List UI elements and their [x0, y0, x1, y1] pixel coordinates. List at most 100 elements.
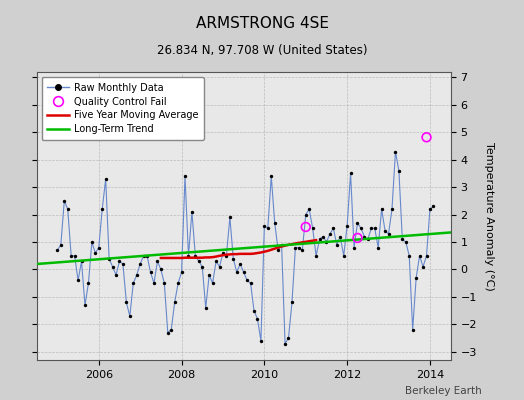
Point: [129, 280, 137, 286]
Point: [353, 235, 362, 241]
Point: [315, 236, 324, 242]
Point: [257, 338, 265, 344]
Point: [429, 203, 438, 210]
Point: [322, 239, 331, 245]
Point: [219, 250, 227, 256]
Point: [419, 264, 427, 270]
Point: [312, 252, 320, 259]
Point: [184, 252, 193, 259]
Point: [350, 244, 358, 251]
Point: [301, 224, 310, 230]
Point: [398, 236, 407, 242]
Point: [198, 264, 206, 270]
Point: [246, 280, 255, 286]
Point: [391, 148, 400, 155]
Point: [274, 247, 282, 254]
Point: [229, 255, 237, 262]
Point: [370, 225, 379, 232]
Point: [401, 239, 410, 245]
Point: [422, 134, 431, 140]
Point: [167, 327, 176, 333]
Point: [181, 173, 189, 180]
Text: Berkeley Earth: Berkeley Earth: [406, 386, 482, 396]
Point: [253, 316, 261, 322]
Point: [250, 308, 258, 314]
Point: [343, 222, 351, 229]
Point: [119, 261, 127, 267]
Point: [98, 206, 106, 212]
Point: [291, 244, 300, 251]
Point: [157, 266, 165, 273]
Point: [233, 269, 241, 276]
Point: [74, 277, 82, 284]
Point: [416, 252, 424, 259]
Point: [188, 209, 196, 215]
Point: [139, 252, 148, 259]
Point: [70, 252, 79, 259]
Point: [153, 258, 161, 264]
Point: [202, 305, 210, 311]
Point: [143, 252, 151, 259]
Point: [264, 225, 272, 232]
Point: [112, 272, 120, 278]
Point: [260, 222, 268, 229]
Point: [215, 264, 224, 270]
Point: [94, 244, 103, 251]
Point: [267, 173, 276, 180]
Point: [108, 264, 117, 270]
Point: [191, 252, 200, 259]
Point: [384, 231, 392, 237]
Point: [367, 225, 376, 232]
Point: [57, 242, 65, 248]
Point: [326, 231, 334, 237]
Point: [60, 198, 69, 204]
Point: [377, 206, 386, 212]
Point: [333, 242, 341, 248]
Point: [288, 299, 296, 306]
Point: [126, 313, 134, 319]
Point: [194, 258, 203, 264]
Point: [212, 258, 220, 264]
Point: [294, 244, 303, 251]
Legend: Raw Monthly Data, Quality Control Fail, Five Year Moving Average, Long-Term Tren: Raw Monthly Data, Quality Control Fail, …: [41, 77, 204, 140]
Point: [243, 277, 252, 284]
Point: [226, 214, 234, 220]
Point: [170, 299, 179, 306]
Point: [205, 272, 213, 278]
Point: [364, 236, 372, 242]
Point: [281, 340, 289, 347]
Point: [222, 252, 231, 259]
Point: [381, 228, 389, 234]
Point: [67, 252, 75, 259]
Point: [78, 258, 86, 264]
Point: [340, 252, 348, 259]
Point: [405, 252, 413, 259]
Point: [133, 272, 141, 278]
Point: [160, 280, 169, 286]
Point: [209, 280, 217, 286]
Point: [360, 233, 368, 240]
Point: [319, 233, 327, 240]
Point: [53, 247, 61, 254]
Point: [88, 239, 96, 245]
Point: [136, 261, 144, 267]
Point: [239, 269, 248, 276]
Point: [236, 261, 244, 267]
Point: [105, 255, 113, 262]
Point: [309, 225, 317, 232]
Point: [298, 247, 307, 254]
Point: [412, 274, 420, 281]
Point: [63, 206, 72, 212]
Point: [270, 220, 279, 226]
Point: [357, 225, 365, 232]
Point: [388, 206, 396, 212]
Point: [115, 258, 124, 264]
Point: [422, 252, 431, 259]
Text: ARMSTRONG 4SE: ARMSTRONG 4SE: [195, 16, 329, 31]
Point: [91, 250, 100, 256]
Point: [336, 233, 344, 240]
Point: [122, 299, 130, 306]
Point: [395, 168, 403, 174]
Point: [177, 269, 185, 276]
Point: [305, 206, 313, 212]
